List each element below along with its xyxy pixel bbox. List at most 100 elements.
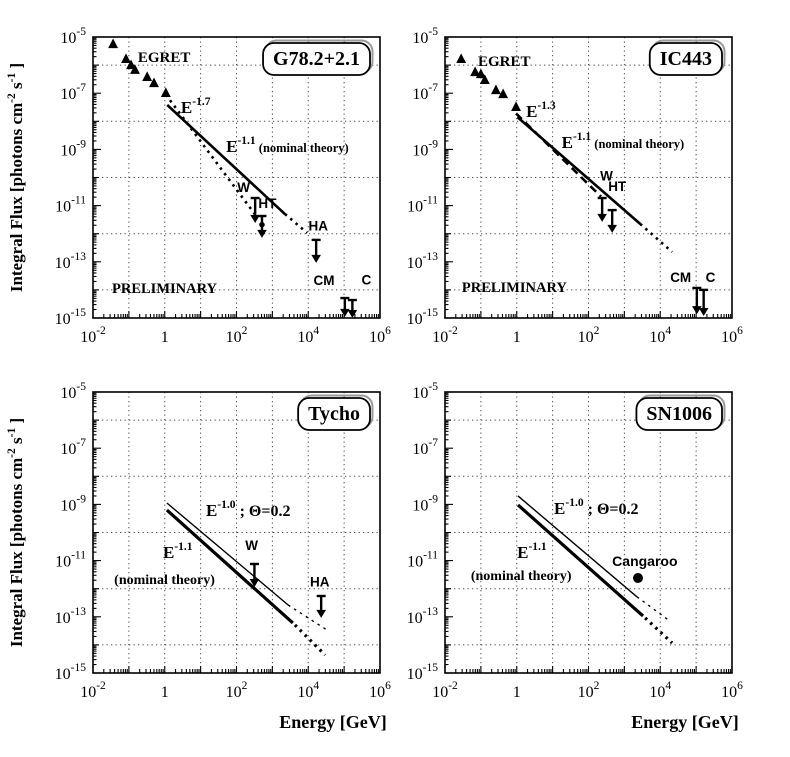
upper-limit-ht: HT (257, 196, 277, 238)
annotation-e-1-1: E-1.1 (163, 541, 193, 562)
e-1-0-theta-0-2-extension-series (636, 596, 671, 622)
y-axis-title: Integral Flux [photons cm-2 s-1 ] (6, 63, 26, 292)
y-axis-title: Integral Flux [photons cm-2 s-1 ] (6, 418, 26, 647)
panel-g78-2-2-1: 10-2 1 102 104 106 10-5 10-7 10-9 10-11 10-13 10-1… (6, 26, 391, 346)
limit-arrowhead-icon (607, 224, 617, 233)
annotation-nominal-theory: (nominal theory) (471, 569, 572, 584)
annotation-e-1-1: E-1.1 (517, 541, 547, 562)
y-tick-label: 10-15 (407, 307, 439, 328)
limit-label-c: C (361, 272, 371, 287)
limit-label-w: W (245, 538, 258, 553)
upper-limit-w: W (237, 180, 260, 224)
x-tick-label: 104 (297, 680, 319, 701)
egret-marker (149, 77, 159, 88)
annotation-preliminary: PRELIMINARY (462, 280, 568, 296)
axis-ticks (444, 391, 733, 674)
egret-series (108, 38, 171, 97)
limit-label-w: W (600, 168, 613, 183)
x-tick-label: 102 (578, 325, 600, 346)
e-1-0-theta-0-2-line (517, 495, 638, 598)
x-tick-label: 1 (513, 684, 521, 701)
panel-title: Tycho (308, 403, 360, 425)
limit-label-ht: HT (258, 196, 277, 211)
e-1-1-nominal-theory-extension-line (639, 222, 673, 253)
e-1-0-theta-0-2-series (166, 502, 289, 606)
title-box-frame (297, 397, 371, 431)
y-tick-label: 10-7 (60, 437, 86, 458)
panel-title-box: G78.2+2.1 (262, 39, 374, 76)
e-1-0-theta-0-2-extension-line (636, 596, 671, 622)
x-tick-label: 104 (649, 680, 671, 701)
annotation-e-1-7: E-1.7 (181, 96, 211, 117)
y-tick-label: 10-5 (60, 26, 86, 47)
x-tick-label: 1 (161, 684, 169, 701)
egret-marker (479, 74, 490, 85)
y-tick-label: 10-11 (55, 195, 86, 216)
e-1-1-nominal-theory-line (165, 508, 294, 625)
x-axis-title: Energy [GeV] (279, 712, 386, 732)
limit-label-cm: CM (314, 273, 335, 288)
annotation-e-1-0: E-1.0 ; Θ=0.2 (206, 499, 290, 520)
x-tick-label: 102 (226, 325, 248, 346)
e-1-7-extrapolation-series (164, 93, 257, 216)
upper-limit-ht: HT (607, 179, 627, 233)
x-tick-label: 1 (513, 329, 521, 346)
limit-arrowhead-icon (597, 213, 607, 222)
e-1-1-nominal-theory-line (166, 104, 286, 215)
x-tick-label: 1 (161, 329, 169, 346)
x-tick-label: 102 (226, 680, 248, 701)
grid (445, 37, 732, 318)
e-1-0-theta-0-2-extension-line (287, 604, 328, 631)
upper-limit-cm: CM (670, 270, 702, 315)
limit-arrowhead-icon (340, 308, 350, 317)
e-1-1-nominal-theory-extension-series (644, 616, 674, 645)
egret-marker (126, 59, 136, 70)
panel-ic443: 10-2 1 102 104 106 10-5 10-7 10-9 10-11 10-13 10-1… (407, 26, 743, 346)
upper-limit-c: C (347, 272, 371, 318)
y-tick-label: 10-13 (55, 251, 87, 272)
egret-marker (470, 66, 481, 77)
e-1-1-nominal-theory-series (516, 116, 642, 225)
panel-title-box: Tycho (297, 394, 374, 431)
e-1-1-nominal-theory-extension-line (293, 623, 327, 657)
grid (93, 37, 380, 318)
panel-title: G78.2+2.1 (273, 48, 360, 70)
annotation-e-1-1: E-1.1 (nominal theory) (226, 135, 349, 156)
egret-marker (456, 53, 467, 63)
limit-label-ha: HA (310, 574, 330, 589)
upper-limit-w: W (245, 538, 260, 588)
e-1-1-nominal-theory-line (516, 116, 642, 225)
e-1-1-nominal-theory-series (516, 503, 645, 618)
e-1-1-nominal-theory-series (166, 104, 286, 215)
upper-limit-ha: HA (309, 218, 329, 263)
x-tick-label: 106 (721, 325, 743, 346)
axis-ticks (92, 391, 381, 674)
limit-label-ht: HT (608, 179, 627, 194)
title-box-frame (262, 42, 371, 76)
x-tick-label: 10-2 (80, 680, 106, 701)
y-tick-label: 10-13 (55, 606, 87, 627)
x-tick-label: 102 (578, 680, 600, 701)
annotation-nominal-theory: (nominal theory) (114, 573, 215, 588)
x-tick-label: 104 (297, 325, 319, 346)
annotation-preliminary: PRELIMINARY (112, 281, 218, 297)
upper-limit-w: W (597, 168, 613, 222)
panel-title-box: SN1006 (635, 394, 726, 431)
y-tick-label: 10-5 (412, 26, 438, 47)
y-tick-label: 10-7 (412, 437, 438, 458)
e-1-7-extrapolation-line (164, 93, 257, 216)
limit-label-ha: HA (309, 218, 329, 233)
x-tick-label: 106 (369, 680, 391, 701)
x-tick-label: 106 (369, 325, 391, 346)
annotation-e-1-3: E-1.3 (526, 100, 556, 121)
axis-ticks (92, 36, 381, 319)
annotation-egret: EGRET (478, 54, 531, 70)
x-tick-label: 10-2 (432, 325, 458, 346)
grid (445, 392, 732, 673)
grid (93, 392, 380, 673)
e-1-0-theta-0-2-extension-series (287, 604, 328, 631)
egret-marker (511, 101, 521, 112)
e-1-1-nominal-theory-extension-line (284, 213, 309, 234)
